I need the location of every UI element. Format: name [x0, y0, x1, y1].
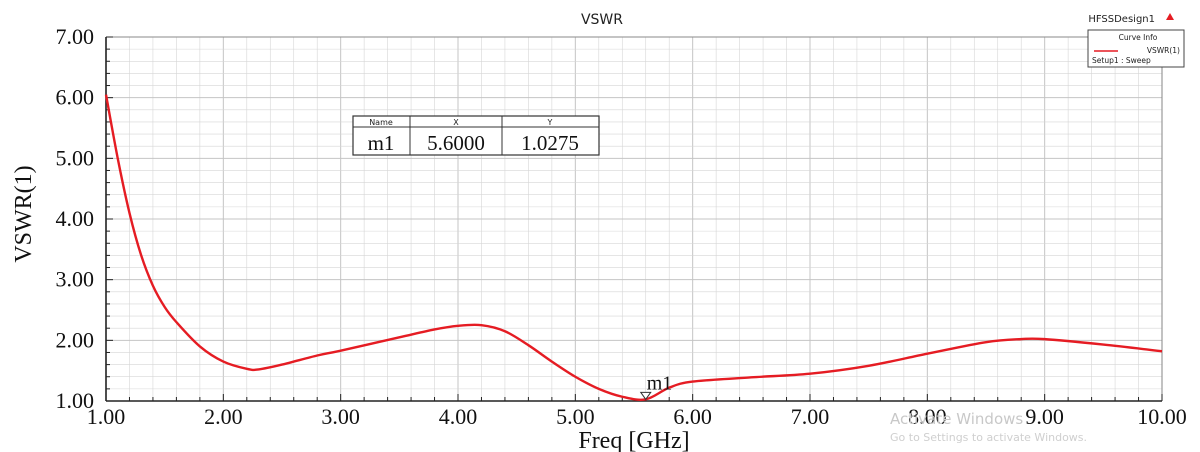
x-tick-label: 7.00: [791, 404, 830, 429]
design-name: HFSSDesign1: [1088, 14, 1155, 25]
x-tick-label: 6.00: [673, 404, 712, 429]
marker-name-cell: m1: [368, 131, 395, 155]
legend[interactable]: Curve Info VSWR(1) Setup1 : Sweep: [1087, 29, 1185, 68]
marker-x-cell: 5.6000: [427, 131, 485, 155]
x-tick-label: 10.00: [1137, 404, 1187, 429]
x-tick-label: 3.00: [321, 404, 360, 429]
series-layer: m1: [104, 94, 1163, 402]
marker-m1-label: m1: [647, 372, 673, 394]
x-axis-label: Freq [GHz]: [578, 428, 689, 452]
legend-header: Curve Info: [1119, 33, 1158, 42]
marker-table[interactable]: Name X Y m1 5.6000 1.0275: [352, 115, 600, 156]
x-tick-label: 5.00: [556, 404, 595, 429]
y-tick-label: 6.00: [56, 85, 95, 110]
y-tick-label: 4.00: [56, 206, 95, 231]
watermark-line2: Go to Settings to activate Windows.: [890, 431, 1087, 444]
x-tick-label: 9.00: [1025, 404, 1064, 429]
legend-box: [1087, 29, 1185, 68]
marker-table-box: [352, 115, 600, 156]
marker-y-cell: 1.0275: [521, 131, 579, 155]
y-tick-label: 2.00: [56, 327, 95, 352]
y-tick-label: 7.00: [56, 24, 95, 49]
vswr-curve: [104, 94, 1163, 402]
watermark-line1: Activate Windows: [890, 410, 1023, 428]
y-axis-ticks: 1.00 2.00 3.00 4.00 5.00 6.00 7.00: [56, 24, 95, 413]
y-tick-label: 3.00: [56, 267, 95, 292]
chart-title: VSWR: [581, 12, 623, 28]
y-tick-label: 5.00: [56, 145, 95, 170]
grid: [105, 36, 1163, 402]
y-axis-label: VSWR(1): [11, 165, 37, 262]
marker-header-y: Y: [547, 118, 553, 127]
marker-header-name: Name: [369, 118, 393, 127]
x-tick-label: 1.00: [87, 404, 126, 429]
marker-m1-triangle: [639, 391, 652, 401]
y-tick-label: 1.00: [56, 388, 95, 413]
legend-entry: VSWR(1): [1147, 46, 1180, 55]
marker-header-x: X: [453, 118, 459, 127]
collapse-arrow-icon[interactable]: [1166, 13, 1174, 20]
x-tick-label: 8.00: [908, 404, 947, 429]
x-tick-label: 2.00: [204, 404, 243, 429]
legend-sub: Setup1 : Sweep: [1092, 56, 1151, 65]
x-tick-label: 4.00: [439, 404, 478, 429]
x-axis-ticks: 1.00 2.00 3.00 4.00 5.00 6.00 7.00 8.00 9.00 10.0…: [87, 404, 1187, 429]
